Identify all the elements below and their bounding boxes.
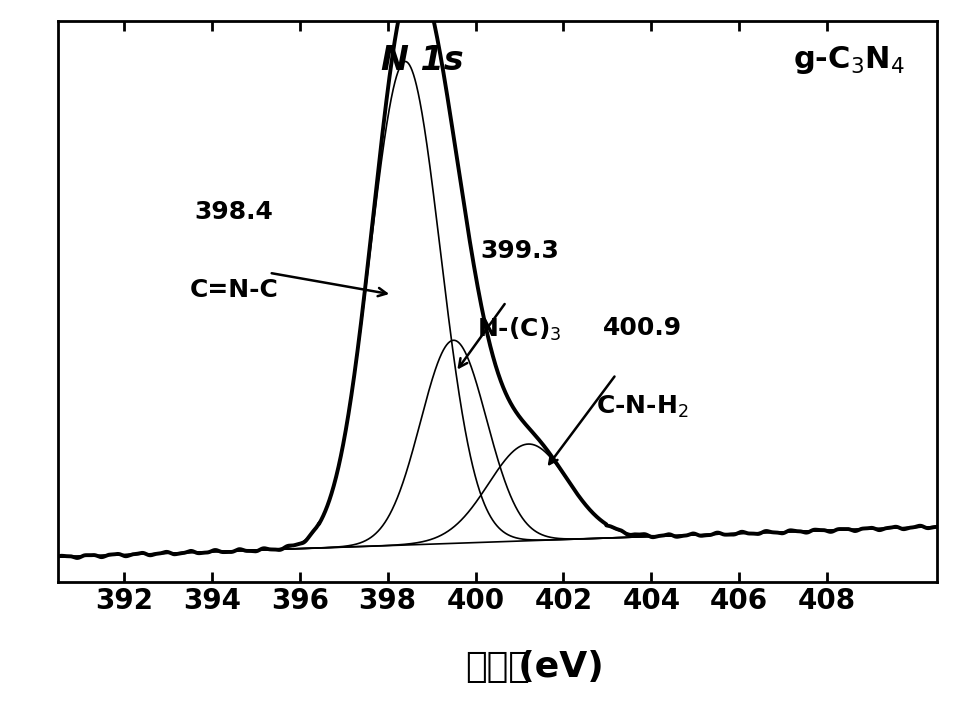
Text: 399.3: 399.3 <box>480 239 559 263</box>
Text: 398.4: 398.4 <box>194 200 273 224</box>
Text: g-C$_3$N$_4$: g-C$_3$N$_4$ <box>793 44 905 76</box>
Text: N-(C)$_3$: N-(C)$_3$ <box>477 316 561 344</box>
Text: C-N-H$_2$: C-N-H$_2$ <box>596 393 689 420</box>
Text: 结合能: 结合能 <box>465 650 530 684</box>
Text: (eV): (eV) <box>391 650 604 684</box>
Text: N 1s: N 1s <box>382 44 464 77</box>
Text: C=N-C: C=N-C <box>189 278 278 302</box>
Text: 400.9: 400.9 <box>603 317 682 340</box>
